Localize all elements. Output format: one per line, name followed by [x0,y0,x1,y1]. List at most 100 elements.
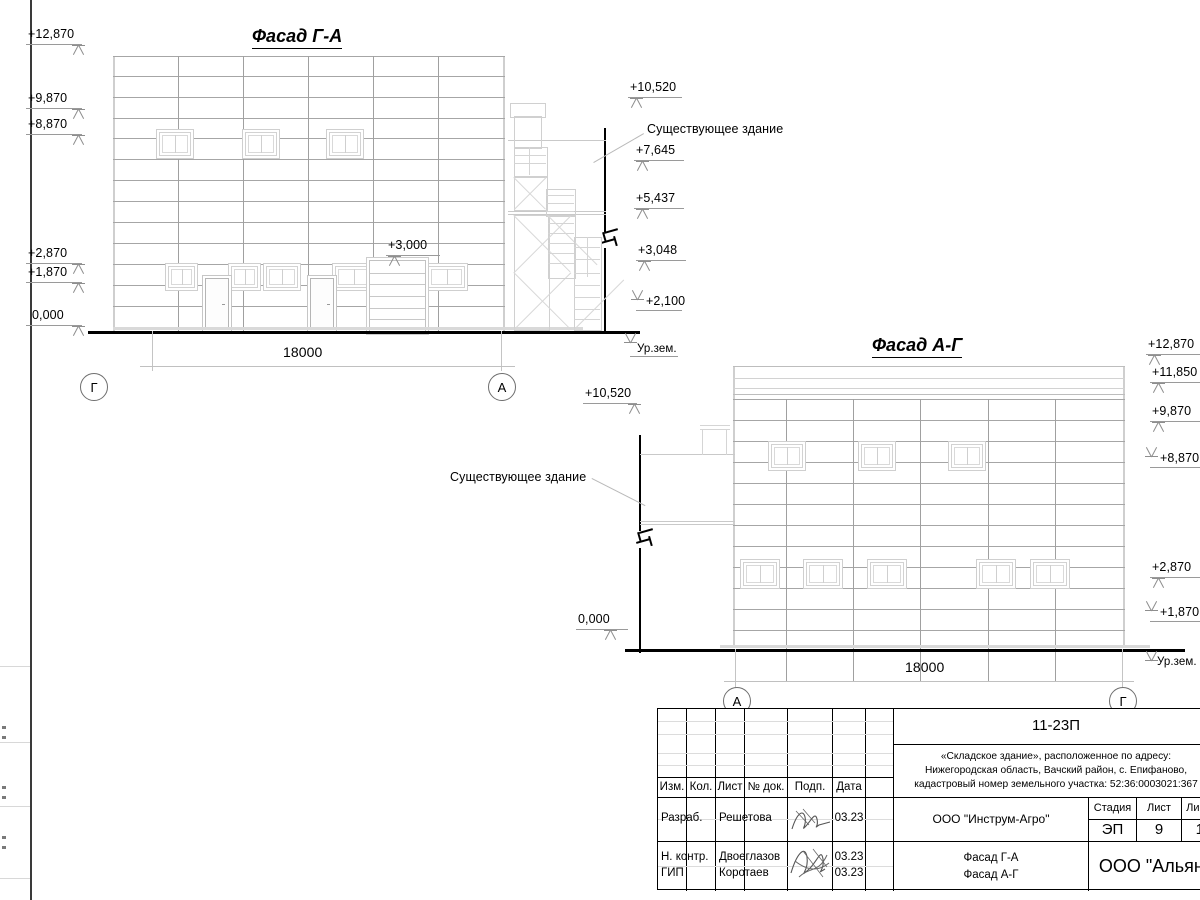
existing-building-edge [604,128,606,232]
title-block: Изм. Кол. Лист № док. Подп. Дата Разраб.… [657,708,1200,891]
window-mullion [282,269,283,285]
window-mullion [787,447,788,465]
column-header: Подп. [794,780,826,793]
level-label: +5,437 [636,191,676,205]
column-header: Лист [717,780,743,793]
level-arrow-icon [72,283,85,294]
facade-left-title: Фасад Г-А [252,26,343,49]
clipped-table-line [0,806,30,808]
dimension-label: 18000 [283,344,323,360]
panel-joint-vertical [178,56,179,334]
sheet-name: Фасад Г-А Фасад А-Г [894,842,1088,891]
date-cell: 03.23 [834,811,864,824]
window [329,132,361,156]
facade-right-building [733,366,1125,681]
sheet-border-left [30,0,32,900]
leader-line [591,478,646,507]
panel-joint-horizontal [113,222,505,223]
window [231,266,258,288]
panel-joint-horizontal [733,462,1125,463]
name-cell: Решетова [719,811,772,824]
level-label: 0,000 [32,308,64,322]
role-cell: Разраб. [661,811,703,824]
gate-level-label: +3,000 [388,238,428,252]
existing-building-line [640,521,735,522]
panel-joint-horizontal [733,567,1125,568]
level-label: +12,870 [1148,337,1195,351]
level-arrow-icon [1145,446,1158,457]
clipped-table-mark [2,846,6,849]
date-cell: 03.23 [834,850,864,863]
level-arrow-icon [628,404,641,415]
window-mullion [887,565,888,583]
column-header: Изм. [659,780,685,793]
level-label: +1,870 [28,265,68,279]
dim-line [724,681,1134,682]
facade-left-building [113,56,505,334]
window [266,266,298,288]
window [245,132,277,156]
level-label: +2,870 [1152,560,1192,574]
sheet-name-line2: Фасад А-Г [963,868,1019,881]
panel-joint-horizontal [113,118,505,119]
existing-building-edge [639,548,641,653]
window-mullion [967,447,968,465]
level-arrow-icon [72,109,85,120]
role-cell: Н. контр. [661,850,709,863]
existing-building-line [508,140,606,141]
clipped-table-mark [2,786,6,789]
level-arrow-icon [638,261,651,272]
panel-joint-horizontal [733,420,1125,421]
panel-joint-horizontal [113,285,505,286]
ground-level-label: Ур.зем. [637,343,677,355]
panel-joint-horizontal [113,138,505,139]
panel-joint-horizontal [733,546,1125,547]
window-mullion [446,269,448,285]
ground-level-label: Ур.зем. [1157,656,1197,668]
clipped-table-mark [2,796,6,799]
level-arrow-icon [630,98,643,109]
signature-icon [790,848,830,878]
window-mullion [181,269,183,285]
gate-slat [370,284,425,285]
panel-joint-horizontal [113,201,505,202]
dim-line [140,366,515,367]
existing-building-line [508,214,606,215]
sheets-value: 19 [1195,820,1200,838]
sheet-name-line1: Фасад Г-А [963,852,1019,865]
level-arrow-icon [72,264,85,275]
object-description: «Складское здание», расположенное по адр… [894,747,1200,795]
dim-ext-line [501,331,502,371]
level-label: +12,870 [28,27,75,41]
roof-element [702,429,703,455]
panel-joint-vertical [438,56,439,334]
panel-joint-horizontal [733,609,1125,610]
window-mullion [345,135,346,153]
clipped-table-mark [2,736,6,739]
level-arrow-icon [624,332,637,343]
window-mullion [760,565,761,583]
door-handle [222,304,225,305]
break-symbol [633,528,655,550]
window [951,444,983,468]
panel-joint-horizontal [733,630,1125,631]
panel-joint-horizontal [113,159,505,160]
existing-building-edge [639,435,641,531]
axis-bubble[interactable]: А [488,373,516,401]
object-line2: Нижегородская область, Вачский район, с.… [924,764,1188,776]
door [205,278,229,330]
panel-joint-horizontal [113,243,505,244]
panel-joint-horizontal [733,504,1125,505]
level-label: +9,870 [28,91,68,105]
level-arrow-icon [636,161,649,172]
window-mullion [1050,565,1051,583]
window-mullion [244,269,246,285]
level-arrow-icon [72,326,85,337]
window-mullion [996,565,997,583]
object-line1: «Складское здание», расположенное по адр… [940,750,1172,762]
axis-bubble[interactable]: Г [80,373,108,401]
window [159,132,191,156]
roof-element [700,425,730,426]
sheet-value: 9 [1154,820,1164,838]
door [310,278,334,330]
